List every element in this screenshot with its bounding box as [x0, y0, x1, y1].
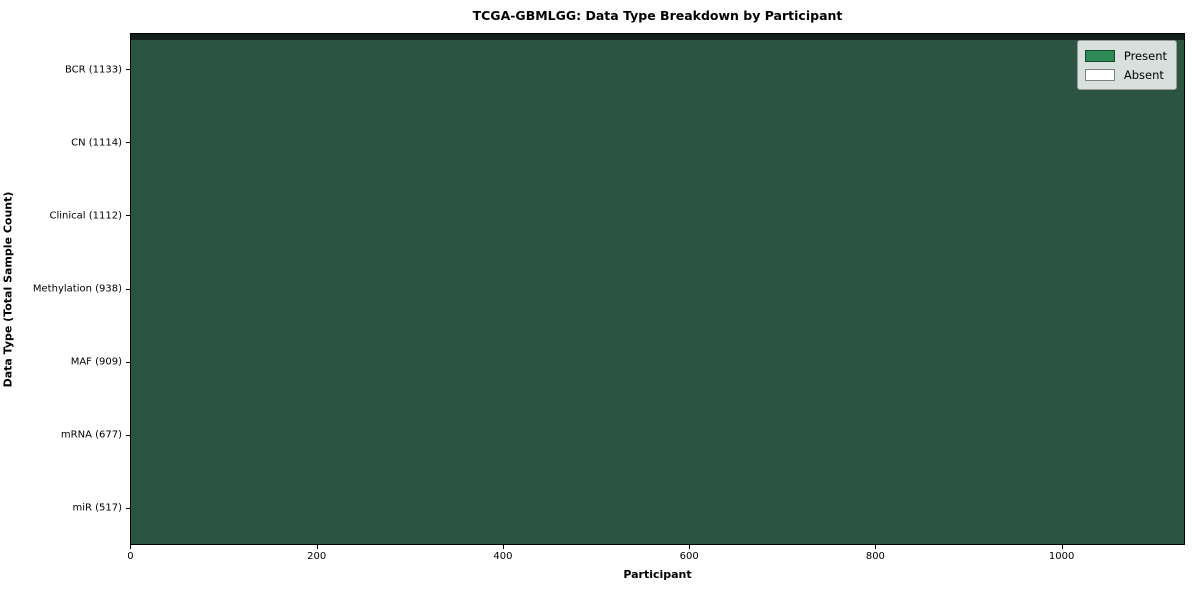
y-tick-mark	[126, 215, 130, 217]
y-tick-mark	[126, 142, 130, 144]
y-tick-mark	[126, 434, 130, 436]
x-tick-mark	[1061, 545, 1063, 549]
x-tick-label-0: 0	[127, 551, 134, 562]
x-tick-mark	[502, 545, 504, 549]
heatmap-row-clinical	[131, 36, 1184, 37]
heatmap-row-methylation	[131, 37, 1184, 38]
y-tick-label-mir: miR (517)	[72, 502, 122, 514]
heatmap-row-maf	[131, 38, 1184, 39]
heatmap-row-mrna	[131, 39, 1184, 40]
x-tick-mark	[130, 545, 132, 549]
y-tick-label-cn: CN (1114)	[71, 137, 122, 149]
y-tick-label-methylation: Methylation (938)	[32, 283, 122, 295]
heatmap-row-bcr	[131, 34, 1184, 35]
x-tick-label-600: 600	[679, 551, 699, 562]
x-tick-mark	[316, 545, 318, 549]
absent-swatch	[1084, 68, 1115, 81]
x-tick-label-1000: 1000	[1048, 551, 1075, 562]
x-tick-mark	[875, 545, 877, 549]
y-tick-mark	[126, 288, 130, 290]
y-tick-label-clinical: Clinical (1112)	[49, 210, 123, 222]
plot-area: Present Absent	[130, 33, 1185, 545]
y-tick-mark	[126, 507, 130, 509]
y-tick-label-bcr: BCR (1133)	[64, 64, 122, 76]
heatmap-row-cn	[131, 35, 1184, 36]
y-tick-label-maf: MAF (909)	[70, 356, 122, 368]
heatmap-rows	[131, 34, 1184, 40]
legend: Present Absent	[1076, 40, 1177, 90]
legend-item-absent: Absent	[1084, 65, 1167, 84]
x-tick-label-400: 400	[493, 551, 513, 562]
legend-label-absent: Absent	[1123, 67, 1164, 82]
present-swatch	[1084, 49, 1115, 62]
chart-title: TCGA-GBMLGG: Data Type Breakdown by Part…	[472, 8, 843, 23]
x-tick-label-800: 800	[865, 551, 885, 562]
x-axis-label: Participant	[623, 568, 692, 581]
y-tick-mark	[126, 361, 130, 363]
x-tick-mark	[689, 545, 691, 549]
x-tick-label-200: 200	[307, 551, 327, 562]
legend-label-present: Present	[1123, 48, 1167, 63]
y-tick-label-mrna: mRNA (677)	[60, 429, 122, 441]
legend-item-present: Present	[1084, 46, 1167, 65]
y-tick-mark	[126, 69, 130, 71]
y-axis-label: Data Type (Total Sample Count)	[1, 191, 15, 388]
